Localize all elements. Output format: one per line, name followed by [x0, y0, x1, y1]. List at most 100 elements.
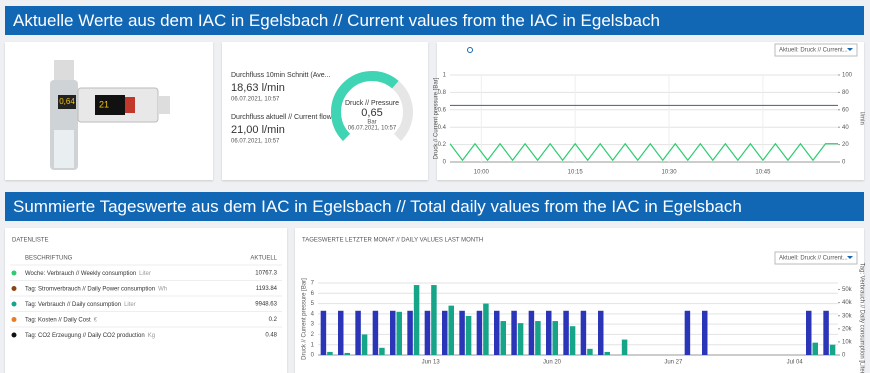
label-text: Tag: Verbrauch // Daily consumption: [25, 302, 121, 308]
display-text: 0,64: [59, 97, 75, 106]
y-tick-label: 2: [311, 332, 315, 338]
select[interactable]: [774, 251, 858, 265]
row-label: Tag: Stromverbrauch // Daily Power consu…: [25, 286, 167, 292]
help-icon[interactable]: [467, 47, 473, 53]
bar: [320, 310, 327, 355]
bar: [806, 310, 812, 355]
y-tick-label: 1: [311, 342, 315, 348]
y-tick-label: 6: [311, 291, 315, 297]
kpi-label: Durchfluss aktuell // Current flow: [231, 114, 333, 121]
gauge-unit: Bar: [367, 120, 376, 126]
unit-text: Liter: [124, 302, 136, 308]
row-value: 0.48: [265, 333, 277, 339]
unit-text: Liter: [139, 271, 151, 277]
x-tick-label: Jun 27: [664, 360, 683, 366]
label-text: Woche: Verbrauch // Weekly consumption: [25, 271, 136, 277]
section-header: Aktuelle Werte aus dem IAC in Egelsbach …: [5, 6, 864, 35]
bar: [407, 310, 413, 355]
y-tick-label: 7: [311, 281, 315, 287]
bar: [361, 334, 368, 355]
device-screen: [95, 95, 125, 115]
gauge-date: 06.07.2021, 10:57: [348, 126, 397, 132]
legend-dot: [11, 286, 17, 291]
row-value: 9948.63: [255, 302, 277, 308]
device-screen: [58, 95, 76, 109]
bar: [442, 310, 448, 355]
bar: [483, 303, 489, 355]
device-part: [158, 96, 170, 114]
row-label: Tag: CO2 Erzeugung // Daily CO2 producti…: [25, 333, 155, 339]
y2-tick-label: 30k: [842, 313, 853, 319]
bar: [379, 347, 385, 355]
bar-toolbar: TAGESWERTE LETZTER MONAT // DAILY VALUES…: [302, 238, 858, 265]
kpi-date: 06.07.2021, 10:57: [231, 139, 280, 145]
device-part: [54, 130, 74, 168]
bar: [684, 310, 691, 355]
y2-tick-label: 10k: [842, 339, 853, 345]
column-header: AKTUELL: [250, 256, 277, 262]
panel: [5, 228, 287, 373]
bar: [431, 285, 437, 355]
panel: [222, 42, 428, 180]
bar: [500, 321, 506, 355]
bar: [511, 310, 517, 355]
device-part: [54, 60, 74, 80]
y2-tick-label: 40k: [842, 300, 853, 306]
x-tick-label: 10:00: [474, 170, 490, 176]
x-tick-label: 10:15: [568, 170, 584, 176]
bar: [528, 310, 535, 355]
unit-text: €: [94, 317, 98, 323]
unit-text: Kg: [148, 333, 155, 339]
y-tick-label: 0.4: [438, 125, 447, 131]
y-tick-label: 0: [311, 353, 315, 359]
bar: [604, 351, 610, 355]
bar: [621, 339, 628, 355]
column-header: BESCHRIFTUNG: [25, 256, 73, 262]
gauge-label: Druck // Pressure: [345, 100, 399, 107]
bar: [812, 342, 818, 355]
bar: [344, 352, 350, 355]
legend-dot: [11, 332, 17, 338]
legend-dot: [11, 270, 17, 276]
label-text: Tag: Kosten // Daily Cost: [25, 317, 91, 323]
select-text[interactable]: Aktuell: Druck // Current...: [779, 48, 848, 54]
bar: [448, 305, 454, 355]
select-text[interactable]: Aktuell: Druck // Current...: [779, 256, 848, 262]
y-tick-label: 0: [443, 160, 447, 166]
bar: [355, 310, 361, 355]
bar: [823, 310, 829, 355]
bar: [546, 310, 552, 355]
section-header: Summierte Tageswerte aus dem IAC in Egel…: [5, 192, 864, 221]
line-series: [449, 142, 838, 162]
y2-tick-label: 100: [842, 73, 853, 79]
y-tick-label: 3: [311, 322, 315, 328]
kpi-date: 06.07.2021, 10:57: [231, 97, 280, 103]
y-tick-label: 0.6: [438, 107, 447, 113]
kpi-value: 18,63 l/min: [231, 82, 285, 94]
bar: [424, 310, 431, 355]
x-tick-label: Jun 13: [422, 360, 441, 366]
bar: [396, 311, 402, 355]
bar: [552, 321, 558, 355]
panel: [295, 228, 864, 373]
bar: [702, 310, 708, 355]
list-title: DATENLISTE: [12, 238, 49, 244]
bar: [372, 310, 379, 355]
y2-tick-label: 50k: [842, 287, 853, 293]
bar: [535, 321, 541, 355]
device-part: [125, 97, 135, 113]
bar: [390, 310, 396, 355]
select[interactable]: [774, 43, 858, 57]
y-tick-label: 4: [311, 311, 315, 317]
y-tick-label: 0.2: [438, 142, 447, 148]
row-label: Tag: Kosten // Daily Cost €: [25, 317, 98, 323]
bar: [563, 310, 569, 355]
y2-tick-label: 0: [842, 353, 846, 359]
y-tick-label: 0.8: [438, 90, 447, 96]
panel: [437, 42, 864, 180]
select-arrow: [847, 48, 853, 51]
y2-tick-label: 20: [842, 142, 849, 148]
bar: [598, 310, 604, 355]
label-text: Tag: Stromverbrauch // Daily Power consu…: [25, 286, 155, 292]
